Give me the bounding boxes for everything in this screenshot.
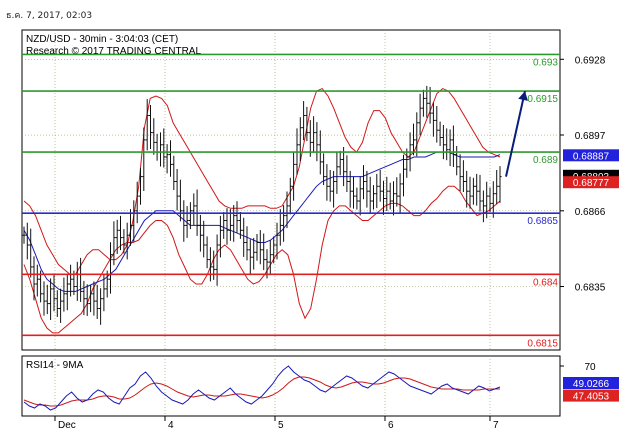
x-tick-label-4: 7 xyxy=(493,420,499,431)
price-bars xyxy=(22,85,502,325)
rsi-ma-line xyxy=(23,376,500,407)
rsi-line xyxy=(23,365,501,411)
rsi-badge-0 xyxy=(563,377,619,389)
moving-average xyxy=(23,151,501,292)
level-label-0: 0.693 xyxy=(533,57,558,68)
y-tick-label-0: 0.6928 xyxy=(575,55,606,66)
level-lines: 0.693 0.6915 0.689 0.6865 0.684 0.6815 xyxy=(22,53,560,349)
level-label-5: 0.6815 xyxy=(527,338,558,349)
rsi-lines xyxy=(23,365,501,411)
price-badge-label-0: 0.68887 xyxy=(573,151,610,162)
chart-subtitle: Research © 2017 TRADING CENTRAL xyxy=(26,46,201,57)
x-tick-label-1: 4 xyxy=(168,420,174,431)
y-tick-label-1: 0.6897 xyxy=(575,131,606,142)
x-tick-label-3: 6 xyxy=(388,420,394,431)
level-label-2: 0.689 xyxy=(533,155,558,166)
chart-title: NZD/USD - 30min - 3:04:03 (CET) xyxy=(26,34,178,45)
x-tick-label-0: Dec xyxy=(58,420,76,431)
axis-labels: 0.69280.68970.68660.68350.688870.688030.… xyxy=(54,55,619,431)
x-tick-label-2: 5 xyxy=(278,420,284,431)
level-label-1: 0.6915 xyxy=(527,94,558,105)
y-tick-label-2: 0.6866 xyxy=(575,207,606,218)
projection-line xyxy=(505,90,526,177)
projection-arrowhead xyxy=(518,91,528,101)
y-tick-label-3: 0.6835 xyxy=(575,283,606,294)
rsi-badge-label-1: 47.4053 xyxy=(573,392,610,403)
rsi-badge-1 xyxy=(563,389,619,402)
level-label-3: 0.6865 xyxy=(527,216,558,227)
rsi-badge-label-0: 49.0266 xyxy=(573,379,610,390)
price-badge-label-2: 0.68777 xyxy=(573,178,610,189)
price-badge-0 xyxy=(563,149,619,162)
timestamp: ธ.ค. 7, 2017, 02:03 xyxy=(6,11,93,21)
bollinger-bands xyxy=(23,87,501,334)
level-label-4: 0.684 xyxy=(533,277,558,288)
bollinger-upper-line xyxy=(23,87,501,275)
grid-layer xyxy=(22,30,560,416)
projection-arrow xyxy=(505,90,528,177)
rsi-label: RSI14 - 9MA xyxy=(26,360,84,371)
main-panel-frame xyxy=(21,29,561,351)
rsi-panel-frame xyxy=(21,355,561,417)
price-badge-2 xyxy=(563,176,619,189)
moving-average-line xyxy=(23,151,501,292)
bollinger-lower-line xyxy=(23,185,501,334)
rsi-y-tick-label-0: 70 xyxy=(584,362,596,373)
